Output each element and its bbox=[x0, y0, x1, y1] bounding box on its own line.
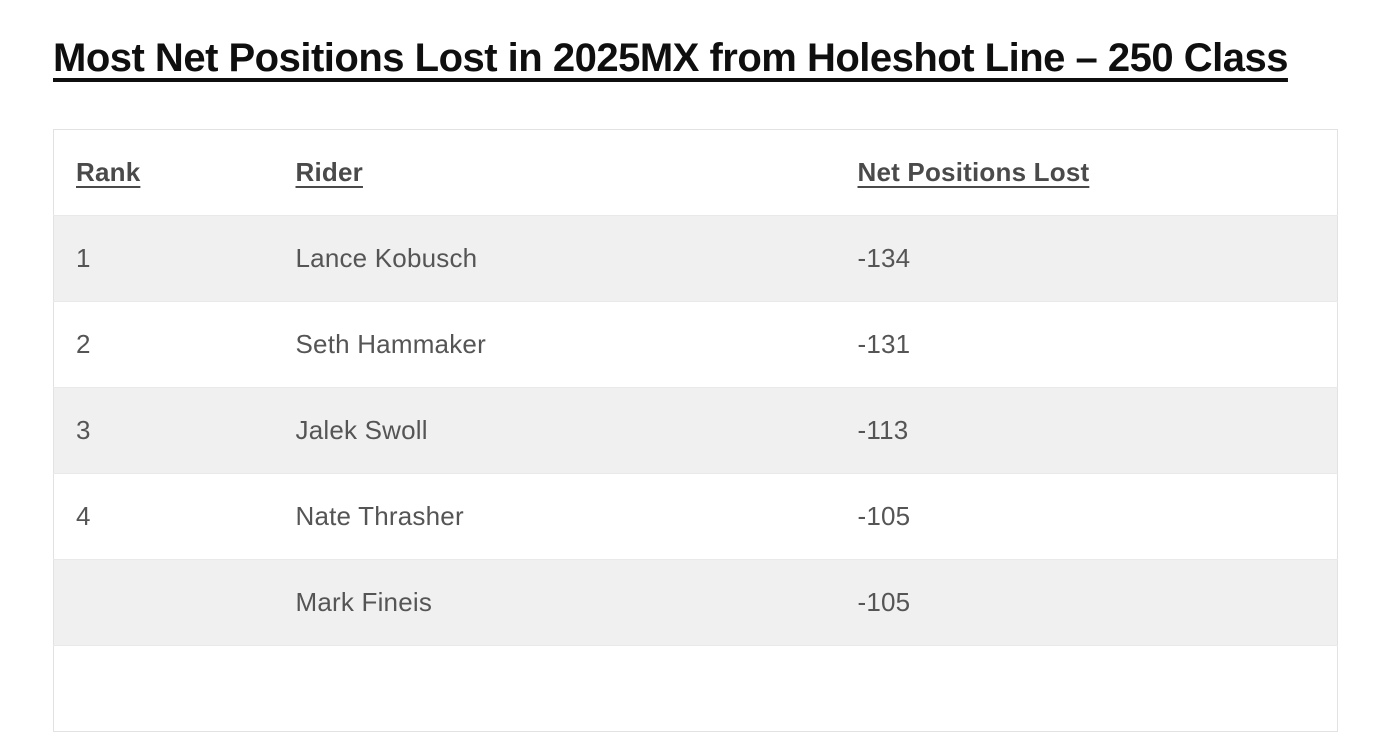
table-row-partial bbox=[53, 645, 1338, 732]
net-positions-lost-cell: -105 bbox=[857, 587, 911, 617]
page-title: Most Net Positions Lost in 2025MX from H… bbox=[53, 36, 1288, 80]
table-row: 4 Nate Thrasher -105 bbox=[53, 473, 1338, 560]
rank-cell: 4 bbox=[76, 501, 91, 531]
column-header-rider[interactable]: Rider bbox=[295, 157, 363, 187]
net-positions-lost-cell bbox=[836, 646, 1338, 732]
rank-cell bbox=[54, 560, 274, 646]
table-header-row: Rank Rider Net Positions Lost bbox=[54, 130, 1338, 216]
net-positions-lost-cell: -105 bbox=[857, 501, 911, 531]
net-positions-lost-cell: -134 bbox=[857, 243, 911, 273]
rider-cell bbox=[274, 646, 836, 732]
rank-cell bbox=[54, 646, 274, 732]
article: Most Net Positions Lost in 2025MX from H… bbox=[0, 30, 1382, 732]
table-row: 1 Lance Kobusch -134 bbox=[53, 215, 1338, 302]
column-header-net-positions-lost[interactable]: Net Positions Lost bbox=[857, 157, 1090, 187]
rider-cell: Lance Kobusch bbox=[295, 243, 478, 273]
rank-cell: 1 bbox=[76, 243, 91, 273]
rider-cell: Jalek Swoll bbox=[295, 415, 428, 445]
table-row: 2 Seth Hammaker -131 bbox=[53, 301, 1338, 388]
net-positions-lost-cell: -113 bbox=[857, 415, 909, 445]
rider-cell: Nate Thrasher bbox=[295, 501, 464, 531]
column-header-rank[interactable]: Rank bbox=[76, 157, 141, 187]
rank-cell: 3 bbox=[76, 415, 91, 445]
net-positions-lost-cell: -131 bbox=[857, 329, 911, 359]
rank-cell: 2 bbox=[76, 329, 91, 359]
rider-cell: Seth Hammaker bbox=[295, 329, 486, 359]
leaderboard-table: Rank Rider Net Positions Lost 1 Lance Ko… bbox=[53, 129, 1338, 732]
rider-cell: Mark Fineis bbox=[295, 587, 433, 617]
table-row: 3 Jalek Swoll -113 bbox=[53, 387, 1338, 474]
table-row: Mark Fineis -105 bbox=[53, 559, 1338, 646]
